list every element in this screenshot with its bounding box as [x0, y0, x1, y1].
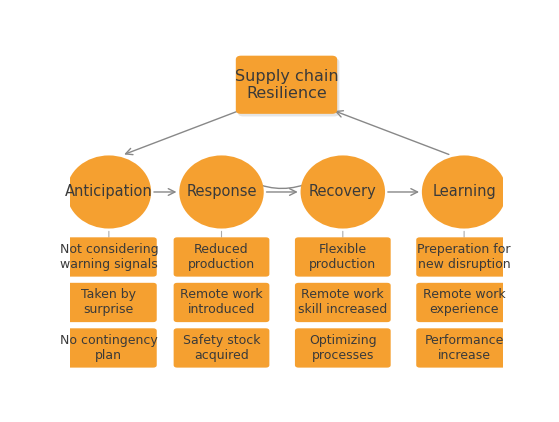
Text: Response: Response — [186, 184, 257, 200]
Text: Remote work
introduced: Remote work introduced — [180, 289, 263, 316]
Text: Not considering
warning signals: Not considering warning signals — [60, 243, 158, 271]
Text: No contingency
plan: No contingency plan — [60, 334, 158, 362]
FancyBboxPatch shape — [61, 237, 157, 277]
Ellipse shape — [422, 155, 506, 229]
Text: Reduced
production: Reduced production — [188, 243, 255, 271]
Text: Anticipation: Anticipation — [65, 184, 153, 200]
FancyBboxPatch shape — [174, 328, 269, 368]
Text: Flexible
production: Flexible production — [309, 243, 376, 271]
Ellipse shape — [301, 155, 385, 229]
Text: Safety stock
acquired: Safety stock acquired — [183, 334, 260, 362]
FancyBboxPatch shape — [295, 328, 391, 368]
Text: Taken by
surprise: Taken by surprise — [82, 289, 136, 316]
FancyBboxPatch shape — [61, 283, 157, 322]
Ellipse shape — [67, 155, 151, 229]
Text: Optimizing
processes: Optimizing processes — [309, 334, 377, 362]
FancyBboxPatch shape — [236, 56, 337, 114]
Text: Learning: Learning — [432, 184, 496, 200]
FancyBboxPatch shape — [295, 237, 391, 277]
Text: Preperation for
new disruption: Preperation for new disruption — [418, 243, 511, 271]
Text: Supply chain
Resilience: Supply chain Resilience — [235, 68, 338, 101]
FancyBboxPatch shape — [238, 58, 339, 116]
FancyBboxPatch shape — [416, 237, 512, 277]
Text: Remote work
experience: Remote work experience — [423, 289, 505, 316]
FancyBboxPatch shape — [61, 328, 157, 368]
FancyBboxPatch shape — [416, 283, 512, 322]
Text: Performance
increase: Performance increase — [424, 334, 504, 362]
Text: Recovery: Recovery — [309, 184, 377, 200]
FancyBboxPatch shape — [174, 237, 269, 277]
Ellipse shape — [179, 155, 264, 229]
FancyBboxPatch shape — [416, 328, 512, 368]
FancyBboxPatch shape — [174, 283, 269, 322]
FancyBboxPatch shape — [295, 283, 391, 322]
Text: Remote work
skill increased: Remote work skill increased — [298, 289, 387, 316]
